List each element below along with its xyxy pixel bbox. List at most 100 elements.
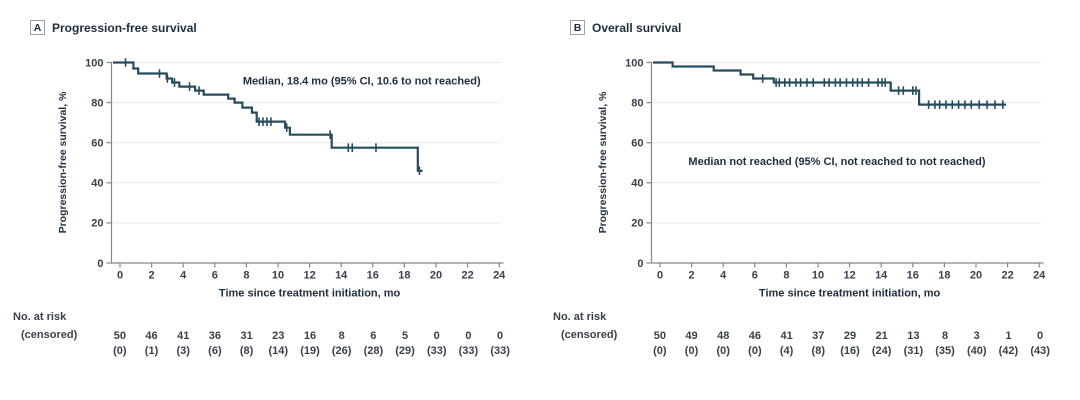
gridlines [651,62,1041,224]
risk-count: 31 [240,330,253,342]
risk-table-censored-label: (censored) [21,329,78,341]
svg-text:0: 0 [637,258,643,270]
svg-text:Progression-free survival, %: Progression-free survival, % [57,91,69,233]
svg-text:10: 10 [812,270,824,282]
risk-count: 8 [338,330,345,342]
gridlines [111,62,501,224]
risk-censored-count: (0) [684,345,699,357]
panel-b-title: Overall survival [592,21,682,35]
svg-text:2: 2 [689,270,695,282]
median-annotation: Median not reached (95% CI, not reached … [688,156,985,168]
panel-progression-free-survival: A Progression-free survival 0 20 40 60 80 100… [13,20,516,357]
svg-text:8: 8 [243,270,249,282]
svg-text:16: 16 [367,270,379,282]
svg-text:0: 0 [657,270,663,282]
risk-count: 46 [748,330,762,342]
risk-censored-count: (16) [840,345,860,357]
risk-count: 8 [941,330,949,342]
median-annotation: Median, 18.4 mo (95% CI, 10.6 to not rea… [243,76,481,88]
risk-count: 37 [812,330,825,342]
x-axis: 0 2 4 6 8 10 12 14 16 18 20 22 24 [111,262,506,282]
risk-count: 1 [1005,330,1012,342]
risk-count: 0 [433,330,440,342]
svg-text:14: 14 [875,270,888,282]
risk-censored-count: (6) [208,345,222,357]
svg-text:80: 80 [91,97,103,109]
svg-text:8: 8 [783,270,789,282]
x-axis-title: Time since treatment initiation, mo [219,288,401,300]
risk-row-at-risk: 50 46 41 36 31 23 16 8 6 5 0 0 0 [104,330,516,342]
svg-text:6: 6 [212,270,218,282]
risk-censored-count: (42) [998,345,1019,357]
risk-count: 41 [780,330,793,342]
risk-count: 48 [717,330,730,342]
risk-row-censored: (0) (0) (0) (0) (4) (8) (16) (24) (31) (35) (40) (4… [644,345,1056,357]
risk-count: 0 [465,330,472,342]
svg-text:22: 22 [1001,270,1013,282]
panel-a-title: Progression-free survival [52,21,197,35]
svg-text:12: 12 [303,270,315,282]
y-axis: 0 20 40 60 80 100 [85,57,113,270]
risk-row-censored: (0) (1) (3) (6) (8) (14) (19) (26) (28) (29) (33) (… [104,345,516,357]
risk-row-at-risk: 50 49 48 46 41 37 29 21 13 8 3 1 0 [644,330,1056,342]
svg-text:20: 20 [430,270,442,282]
svg-text:14: 14 [335,270,348,282]
risk-censored-count: (33) [490,345,510,357]
svg-text:2: 2 [149,270,155,282]
risk-count: 41 [177,330,190,342]
risk-count: 50 [113,330,126,342]
x-axis: 0 2 4 6 8 10 12 14 16 18 20 22 24 [651,262,1046,282]
svg-text:0: 0 [97,258,103,270]
risk-table-label: No. at risk [13,311,67,323]
risk-count: 21 [875,330,888,342]
svg-text:Time since treatment initiatio: Time since treatment initiation, mo [759,288,941,300]
risk-count: 13 [907,330,920,342]
svg-text:100: 100 [625,57,643,69]
svg-text:Median, 18.4 mo (95% CI, 10.6: Median, 18.4 mo (95% CI, 10.6 to not rea… [243,76,481,88]
svg-text:40: 40 [91,178,103,190]
svg-text:18: 18 [398,270,410,282]
svg-text:20: 20 [91,218,103,230]
y-axis-title: Progression-free survival, % [57,91,69,233]
risk-censored-count: (0) [113,345,127,357]
risk-censored-count: (3) [176,345,190,357]
risk-table-censored-label: (censored) [561,329,618,341]
svg-text:Progression-free survival, %: Progression-free survival, % [597,91,609,233]
risk-censored-count: (0) [748,345,762,357]
svg-text:Median not reached (95% CI, no: Median not reached (95% CI, not reached … [688,156,985,168]
svg-text:16: 16 [907,270,919,282]
survival-curve [653,61,1006,106]
risk-censored-count: (8) [239,345,254,357]
svg-text:24: 24 [1033,270,1046,282]
svg-text:6: 6 [752,270,758,282]
svg-text:0: 0 [117,270,123,282]
risk-censored-count: (14) [268,345,289,357]
risk-count: 50 [653,330,666,342]
risk-censored-count: (28) [363,345,384,357]
risk-count: 46 [145,330,158,342]
y-axis: 0 20 40 60 80 100 [625,57,653,270]
risk-censored-count: (33) [458,345,479,357]
risk-censored-count: (31) [903,345,924,357]
risk-count: 16 [303,330,317,342]
svg-text:60: 60 [631,138,643,150]
svg-text:12: 12 [843,270,855,282]
risk-censored-count: (29) [395,345,415,357]
risk-censored-count: (40) [966,345,987,357]
risk-censored-count: (19) [300,345,320,357]
risk-count: 5 [401,330,409,342]
y-axis-title: Progression-free survival, % [597,91,609,233]
svg-text:20: 20 [970,270,982,282]
svg-text:20: 20 [631,218,643,230]
svg-text:100: 100 [85,57,103,69]
risk-table-label: No. at risk [553,311,607,323]
svg-text:10: 10 [272,270,284,282]
risk-censored-count: (35) [935,345,955,357]
risk-censored-count: (26) [331,345,352,357]
risk-censored-count: (43) [1030,345,1050,357]
panel-overall-survival: B Overall survival 0 20 40 60 80 100 0 2 4 6 8 10 12… [540,0,1080,400]
svg-text:80: 80 [631,97,643,109]
censor-marks [761,74,1004,109]
risk-censored-count: (0) [653,345,667,357]
risk-censored-count: (1) [144,345,159,357]
